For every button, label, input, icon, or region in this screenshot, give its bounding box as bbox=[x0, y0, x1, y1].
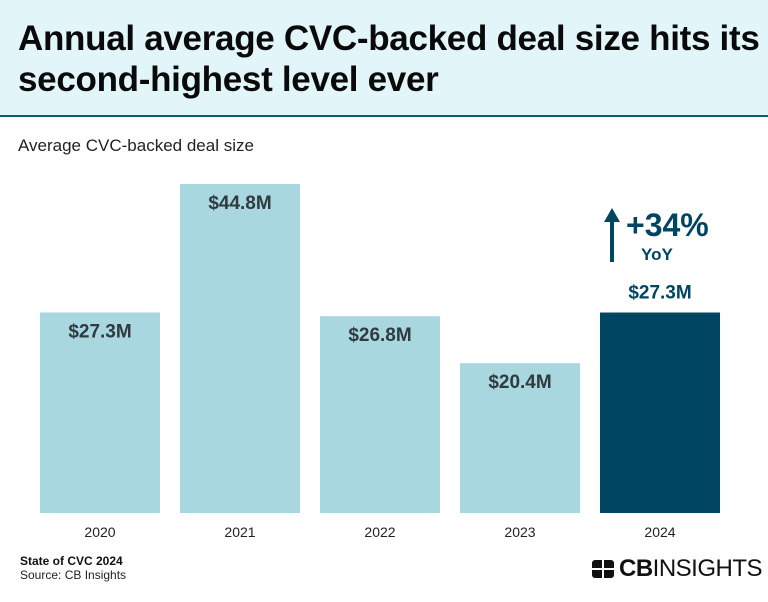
logo-text-bold: CB bbox=[619, 555, 653, 582]
logo-text: INSIGHTS bbox=[652, 555, 763, 582]
bar-2022 bbox=[320, 316, 440, 513]
data-label: $44.8M bbox=[208, 193, 271, 214]
x-tick-label: 2022 bbox=[364, 524, 395, 540]
bar-2024 bbox=[600, 312, 720, 513]
bar-2023 bbox=[460, 363, 580, 513]
report-name: State of CVC 2024 bbox=[20, 554, 123, 568]
x-tick-label: 2023 bbox=[504, 524, 535, 540]
header: Annual average CVC-backed deal size hits… bbox=[0, 0, 768, 117]
data-label: $27.3M bbox=[628, 283, 691, 304]
x-tick-label: 2024 bbox=[644, 524, 675, 540]
cb-insights-logo: CB INSIGHTS bbox=[592, 555, 763, 583]
source-note: Source: CB Insights bbox=[20, 568, 127, 582]
bar-2020 bbox=[40, 312, 160, 513]
x-tick-label: 2020 bbox=[84, 524, 115, 540]
data-label: $27.3M bbox=[68, 322, 131, 343]
yoy-label: YoY bbox=[641, 245, 673, 264]
chart-title: Annual average CVC-backed deal size hits… bbox=[18, 19, 760, 99]
arrow-up-head bbox=[604, 208, 620, 222]
data-label: $20.4M bbox=[488, 372, 551, 393]
x-tick-label: 2021 bbox=[224, 524, 255, 540]
logo-mark-icon bbox=[592, 560, 614, 578]
data-label: $26.8M bbox=[348, 325, 411, 346]
yoy-change: +34% bbox=[626, 207, 709, 243]
bar-2021 bbox=[180, 184, 300, 513]
chart-subtitle: Average CVC-backed deal size bbox=[18, 136, 254, 155]
